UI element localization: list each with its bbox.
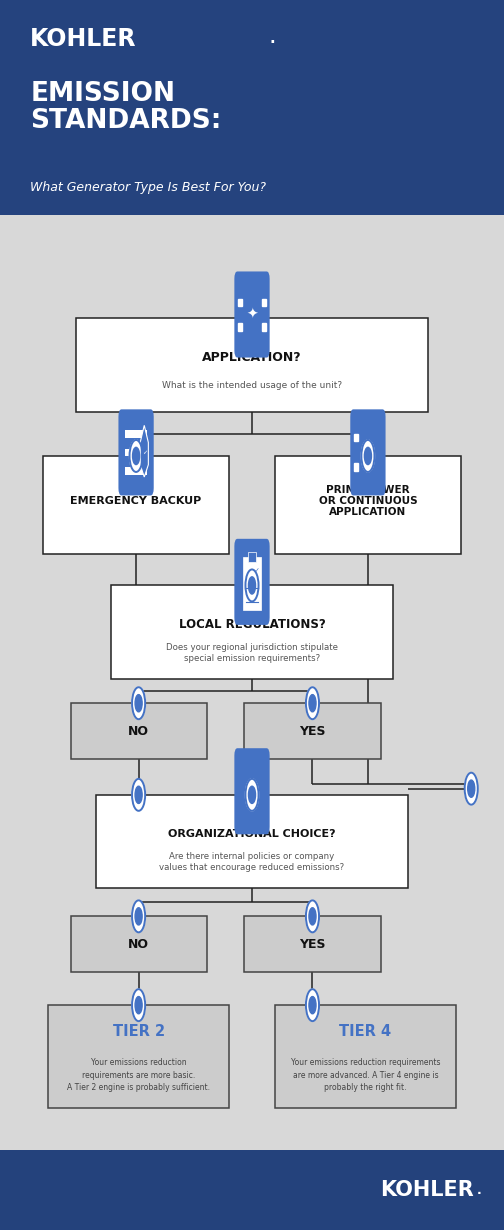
Text: What Generator Type Is Best For You?: What Generator Type Is Best For You? xyxy=(30,181,266,194)
Text: LOCAL REGULATIONS?: LOCAL REGULATIONS? xyxy=(178,619,326,631)
Circle shape xyxy=(132,900,145,932)
Circle shape xyxy=(245,569,259,601)
Bar xyxy=(238,299,242,306)
FancyBboxPatch shape xyxy=(234,272,270,358)
Bar xyxy=(0,1150,504,1230)
Text: Does your regional jurisdiction stipulate
special emission requirements?: Does your regional jurisdiction stipulat… xyxy=(166,643,338,663)
Text: Your emissions reduction
requirements are more basic.
A Tier 2 engine is probabl: Your emissions reduction requirements ar… xyxy=(67,1059,210,1092)
Bar xyxy=(0,0,504,215)
Text: Are there internal policies or company
values that encourage reduced emissions?: Are there internal policies or company v… xyxy=(159,852,345,872)
Circle shape xyxy=(133,448,140,465)
FancyBboxPatch shape xyxy=(275,456,461,555)
FancyBboxPatch shape xyxy=(234,748,270,834)
Circle shape xyxy=(361,440,374,472)
Circle shape xyxy=(135,695,142,712)
Circle shape xyxy=(135,996,142,1014)
FancyBboxPatch shape xyxy=(96,795,408,888)
FancyBboxPatch shape xyxy=(43,456,229,555)
Text: APPLICATION?: APPLICATION? xyxy=(202,351,302,364)
Circle shape xyxy=(306,688,319,720)
Text: NO: NO xyxy=(128,938,149,951)
Bar xyxy=(0,0,504,215)
Bar xyxy=(262,299,266,306)
Circle shape xyxy=(248,786,256,803)
Polygon shape xyxy=(140,426,148,477)
Circle shape xyxy=(248,577,256,594)
Bar xyxy=(238,323,242,331)
Text: ✓: ✓ xyxy=(255,568,260,574)
Text: ❖: ❖ xyxy=(245,784,259,798)
FancyBboxPatch shape xyxy=(76,319,428,412)
Text: KOHLER: KOHLER xyxy=(380,1180,474,1200)
Bar xyxy=(125,449,147,456)
Bar xyxy=(262,323,266,331)
Text: TIER 2: TIER 2 xyxy=(112,1025,165,1039)
Text: Your emissions reduction requirements
are more advanced. A Tier 4 engine is
prob: Your emissions reduction requirements ar… xyxy=(291,1059,440,1092)
Circle shape xyxy=(245,779,259,811)
Text: .: . xyxy=(270,31,275,47)
FancyBboxPatch shape xyxy=(244,916,381,973)
Text: EMISSION
STANDARDS:: EMISSION STANDARDS: xyxy=(30,81,222,134)
Text: PRIME POWER
OR CONTINUOUS
APPLICATION: PRIME POWER OR CONTINUOUS APPLICATION xyxy=(319,485,417,518)
Circle shape xyxy=(306,989,319,1021)
Bar xyxy=(0,1150,504,1230)
Circle shape xyxy=(135,786,142,803)
Circle shape xyxy=(132,779,145,811)
Text: ✓: ✓ xyxy=(142,450,147,455)
Text: EMERGENCY BACKUP: EMERGENCY BACKUP xyxy=(71,496,202,506)
FancyBboxPatch shape xyxy=(111,585,393,679)
FancyBboxPatch shape xyxy=(234,539,270,625)
Text: NO: NO xyxy=(128,724,149,738)
Circle shape xyxy=(306,900,319,932)
Text: .: . xyxy=(476,1183,481,1197)
Circle shape xyxy=(135,908,142,925)
FancyBboxPatch shape xyxy=(71,704,207,759)
Bar xyxy=(0,215,504,1150)
Circle shape xyxy=(132,688,145,720)
FancyBboxPatch shape xyxy=(350,410,386,496)
Text: KOHLER: KOHLER xyxy=(30,27,137,50)
Circle shape xyxy=(465,772,478,804)
Circle shape xyxy=(468,780,475,797)
Bar xyxy=(354,464,358,471)
Bar xyxy=(125,430,147,438)
Circle shape xyxy=(364,448,371,465)
FancyBboxPatch shape xyxy=(244,704,381,759)
Text: ✦: ✦ xyxy=(246,308,258,321)
Text: TIER 4: TIER 4 xyxy=(339,1025,392,1039)
Bar xyxy=(354,434,358,442)
Text: YES: YES xyxy=(299,938,326,951)
Text: What is the intended usage of the unit?: What is the intended usage of the unit? xyxy=(162,381,342,390)
FancyBboxPatch shape xyxy=(118,410,154,496)
Bar xyxy=(242,557,262,610)
Text: ⚡: ⚡ xyxy=(363,445,373,459)
Circle shape xyxy=(130,440,143,472)
Bar xyxy=(125,467,147,475)
FancyBboxPatch shape xyxy=(71,916,207,973)
Bar xyxy=(248,552,256,562)
Circle shape xyxy=(309,908,316,925)
Circle shape xyxy=(309,996,316,1014)
Text: ORGANIZATIONAL CHOICE?: ORGANIZATIONAL CHOICE? xyxy=(168,829,336,839)
FancyBboxPatch shape xyxy=(48,1005,229,1108)
Circle shape xyxy=(309,695,316,712)
Text: YES: YES xyxy=(299,724,326,738)
FancyBboxPatch shape xyxy=(275,1005,456,1108)
Circle shape xyxy=(132,989,145,1021)
